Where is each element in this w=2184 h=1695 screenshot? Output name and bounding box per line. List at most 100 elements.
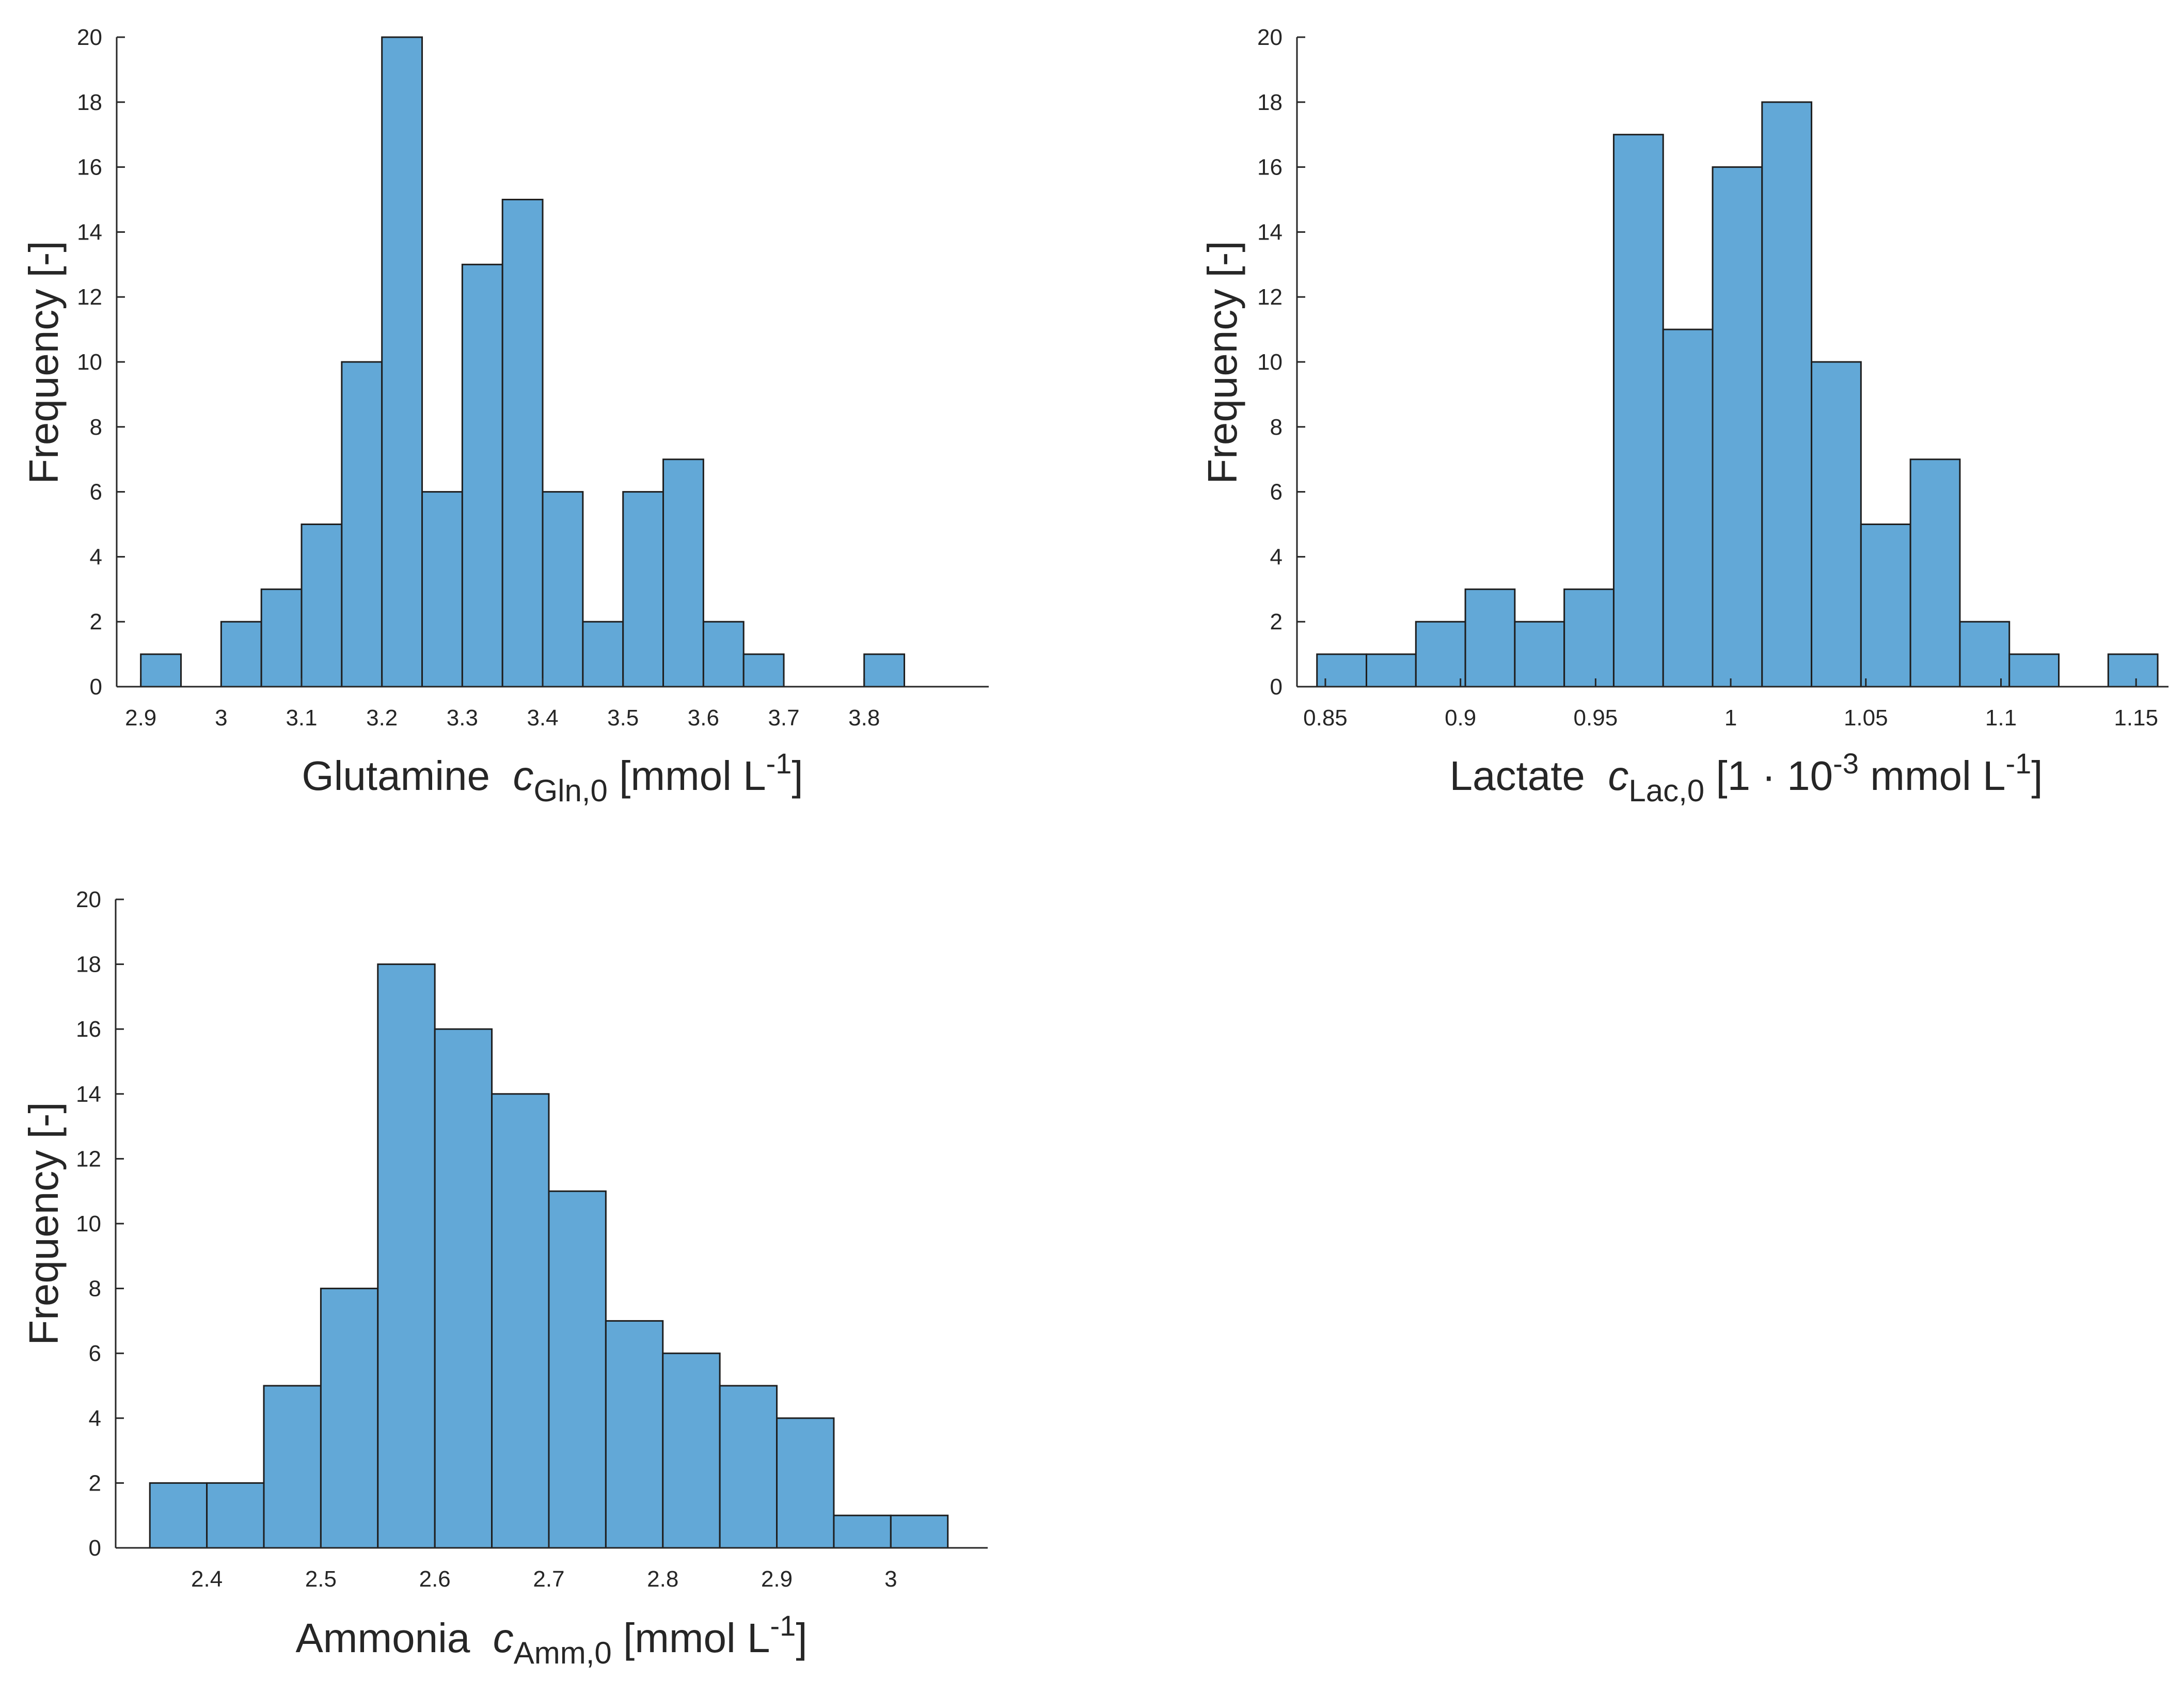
x-label-unit-close: ] [796,1615,807,1661]
lactate-y-tick-label: 10 [1257,350,1283,375]
ammonia-y-tick-label: 10 [76,1211,101,1237]
ammonia-y-tick-label: 16 [76,1017,101,1042]
lactate-y-tick-label: 12 [1257,284,1283,310]
lactate-bar-1 [1366,653,1417,688]
glutamine-y-tick-label: 4 [90,544,102,569]
lactate-bar-14 [2008,653,2060,688]
ammonia-bar-1 [206,1482,265,1549]
lactate-x-tick-label: 0.95 [1574,705,1618,731]
glutamine-x-tick-label: 3.2 [366,705,398,731]
ammonia-x-tick-label: 2.9 [761,1566,793,1592]
glutamine-x-tick-label: 2.9 [125,705,156,731]
ammonia-x-tick-label: 2.5 [305,1566,337,1592]
lactate-bar-3 [1464,588,1516,688]
ammonia-bar-3 [320,1288,379,1549]
ammonia-y-tick-label: 18 [76,952,101,977]
ammonia-y-tick-label: 4 [89,1406,101,1431]
lactate-histogram-panel: 0 2 4 6 8 10 12 14 16 18 20 0.85 0.9 0.95 1 1.05 1.1 1.15… [1199,25,2169,808]
x-label-superscript: -1 [766,747,792,780]
x-label-variable: c [513,753,533,799]
glutamine-bar-15 [742,653,785,688]
x-label-unit-close: ] [792,753,803,799]
ammonia-bar-4 [377,963,436,1549]
glutamine-bar-13 [662,458,704,688]
ammonia-y-tick-label: 6 [89,1341,101,1366]
x-label-unit: [mmol L [608,753,766,799]
lactate-y-tick-label: 4 [1270,544,1283,569]
ammonia-bar-11 [776,1417,835,1549]
x-label-unit-mid: mmol L [1859,753,2006,799]
ammonia-bar-9 [662,1352,721,1549]
lactate-y-tick-label: 20 [1257,25,1283,50]
glutamine-x-tick-label: 3.7 [768,705,799,731]
lactate-bar-6 [1612,134,1664,688]
lactate-y-tick-label: 2 [1270,609,1283,635]
lactate-x-tick-label: 0.85 [1303,705,1348,731]
glutamine-y-tick-label: 20 [77,25,102,50]
ammonia-y-tick-label: 12 [76,1146,101,1171]
glutamine-y-tick-label: 14 [77,219,102,245]
glutamine-y-tick-label: 16 [77,155,102,180]
glutamine-bar-12 [622,491,664,688]
lactate-y-tick-label: 6 [1270,480,1283,505]
lactate-bar-8 [1712,166,1763,688]
glutamine-x-tick-label: 3 [215,705,227,731]
ammonia-y-tick-label: 20 [76,887,101,912]
ammonia-x-tick-label: 2.6 [419,1566,451,1592]
lactate-y-tick-label: 0 [1270,674,1283,700]
lactate-x-axis-label: Lactate cLac,0 [1 · 10-3 mmol L-1] [1449,747,2043,808]
x-label-subscript: Lac,0 [1628,773,1704,808]
ammonia-bar-13 [890,1514,949,1549]
glutamine-x-tick-label: 3.5 [607,705,639,731]
ammonia-bar-0 [149,1482,208,1549]
x-label-variable: c [493,1615,514,1661]
ammonia-histogram-panel: 0 2 4 6 8 10 12 14 16 18 20 2.4 2.5 2.6 2.7 2.8 2.9 3 Freq… [21,887,988,1670]
lactate-x-tick-label: 1.05 [1844,705,1888,731]
glutamine-y-tick-label: 8 [90,415,102,440]
glutamine-bar-9 [501,199,544,688]
ammonia-y-tick-label: 2 [89,1470,101,1496]
lactate-x-tick-label: 1 [1724,705,1737,731]
glutamine-x-tick-label: 3.1 [286,705,317,731]
lactate-bar-11 [1860,524,1911,688]
x-label-superscript-2: -1 [2005,747,2031,780]
glutamine-bar-14 [702,621,745,688]
x-label-variable: c [1608,753,1628,799]
x-label-unit-close: ] [2031,753,2043,799]
glutamine-bar-18 [863,653,906,688]
ammonia-bar-10 [719,1385,778,1549]
x-label-name: Glutamine [302,753,513,799]
glutamine-bar-4 [300,524,343,688]
lactate-x-tick-label: 1.1 [1985,705,2017,731]
glutamine-y-tick-label: 6 [90,480,102,505]
ammonia-y-axis-label: Frequency [-] [21,1102,67,1345]
ammonia-bar-6 [491,1093,550,1549]
lactate-bar-9 [1761,101,1813,688]
glutamine-x-tick-label: 3.8 [848,705,880,731]
x-label-name: Lactate [1449,753,1608,799]
ammonia-bar-7 [548,1190,607,1549]
lactate-y-tick-label: 14 [1257,219,1283,245]
ammonia-x-tick-label: 3 [884,1566,897,1592]
lactate-bar-16 [2107,653,2159,688]
glutamine-bar-5 [341,361,383,688]
glutamine-y-tick-label: 12 [77,284,102,310]
lactate-bar-10 [1811,361,1862,688]
glutamine-x-tick-label: 3.6 [688,705,719,731]
ammonia-y-tick-label: 14 [76,1082,101,1107]
glutamine-bar-2 [220,621,262,688]
x-label-unit: [1 · 10 [1704,753,1833,799]
x-label-superscript: -3 [1833,747,1859,780]
glutamine-bar-7 [421,491,463,688]
glutamine-bar-6 [381,36,423,688]
ammonia-bar-2 [263,1385,322,1549]
glutamine-x-tick-label: 3.3 [447,705,478,731]
lactate-bar-12 [1909,458,1961,688]
ammonia-x-tick-label: 2.4 [191,1566,223,1592]
ammonia-x-tick-label: 2.7 [533,1566,564,1592]
lactate-bar-5 [1563,588,1615,688]
glutamine-bar-3 [260,588,303,688]
glutamine-bar-8 [461,263,503,688]
glutamine-y-tick-label: 10 [77,350,102,375]
